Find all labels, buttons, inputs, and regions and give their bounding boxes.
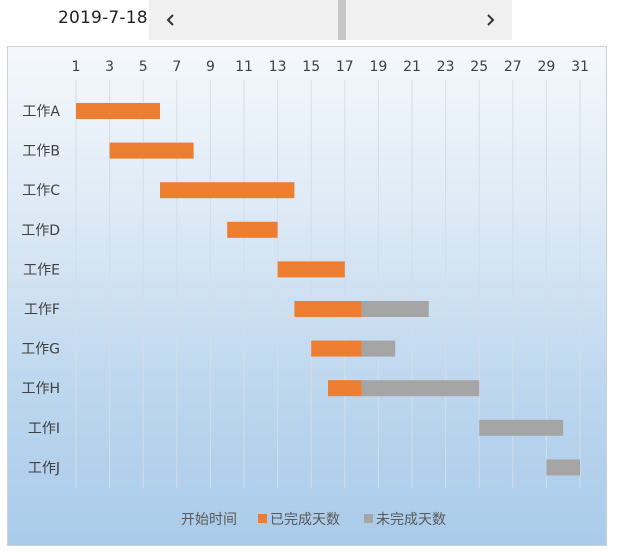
x-tick-label: 25 — [470, 59, 488, 75]
x-tick-label: 7 — [172, 59, 181, 75]
remaining-bar-工作I — [479, 419, 564, 436]
x-tick-label: 1 — [72, 59, 81, 75]
category-label: 工作H — [21, 381, 60, 397]
completed-bar-工作C — [160, 182, 295, 199]
x-tick-label: 13 — [269, 59, 287, 75]
completed-bar-工作A — [76, 103, 160, 119]
remaining-bar-工作F — [361, 301, 429, 317]
category-label: 工作C — [22, 183, 60, 199]
scroll-right-button[interactable] — [470, 0, 510, 40]
completed-bar-工作H — [328, 380, 362, 397]
x-axis-ticks: 1 3 5 7 9 11 13 15 17 19 21 23 25 27 29 31 — [72, 59, 589, 75]
remaining-bar-工作J — [546, 459, 580, 476]
category-label: 工作G — [21, 342, 60, 358]
remaining-bar-工作G — [361, 340, 396, 357]
category-label: 工作J — [28, 460, 60, 476]
legend-swatch-1 — [258, 514, 267, 523]
scroll-thumb[interactable] — [338, 0, 346, 40]
completed-bar-工作B — [109, 142, 194, 159]
x-tick-label: 15 — [302, 59, 320, 75]
completed-bar-工作E — [277, 261, 345, 278]
x-tick-label: 11 — [235, 59, 253, 75]
completed-bar-工作D — [227, 221, 278, 238]
current-date: 2019-7-18 — [58, 8, 148, 28]
category-labels: 工作A 工作B 工作C 工作D 工作E 工作F 工作G 工作H 工作I 工作J — [21, 104, 60, 476]
category-label: 工作I — [28, 421, 60, 437]
legend-swatch-2 — [364, 514, 373, 523]
legend-label-2: 未完成天数 — [376, 512, 446, 528]
x-tick-label: 21 — [403, 59, 421, 75]
x-tick-label: 3 — [105, 59, 114, 75]
x-tick-label: 19 — [369, 59, 387, 75]
category-label: 工作F — [24, 302, 60, 318]
x-tick-label: 17 — [336, 59, 354, 75]
x-tick-label: 5 — [139, 59, 148, 75]
legend-label-1: 已完成天数 — [270, 512, 340, 528]
category-label: 工作E — [23, 262, 60, 278]
bars — [76, 103, 580, 476]
legend: 开始时间 已完成天数 未完成天数 — [181, 512, 446, 528]
legend-label-0: 开始时间 — [181, 512, 237, 528]
x-tick-label: 29 — [537, 59, 555, 75]
x-tick-label: 9 — [206, 59, 215, 75]
x-tick-label: 23 — [437, 59, 455, 75]
remaining-bar-工作H — [361, 380, 480, 397]
completed-bar-工作F — [294, 301, 362, 317]
category-label: 工作A — [22, 104, 60, 120]
scroll-left-button[interactable] — [151, 0, 191, 40]
category-label: 工作B — [22, 144, 60, 160]
chevron-right-icon — [487, 14, 495, 26]
gantt-chart-area — [7, 46, 607, 546]
x-tick-label: 31 — [571, 59, 589, 75]
completed-bar-工作G — [311, 340, 362, 357]
date-scrollbar[interactable] — [149, 0, 512, 40]
chevron-left-icon — [166, 14, 174, 26]
x-tick-label: 27 — [504, 59, 522, 75]
category-label: 工作D — [21, 223, 60, 239]
